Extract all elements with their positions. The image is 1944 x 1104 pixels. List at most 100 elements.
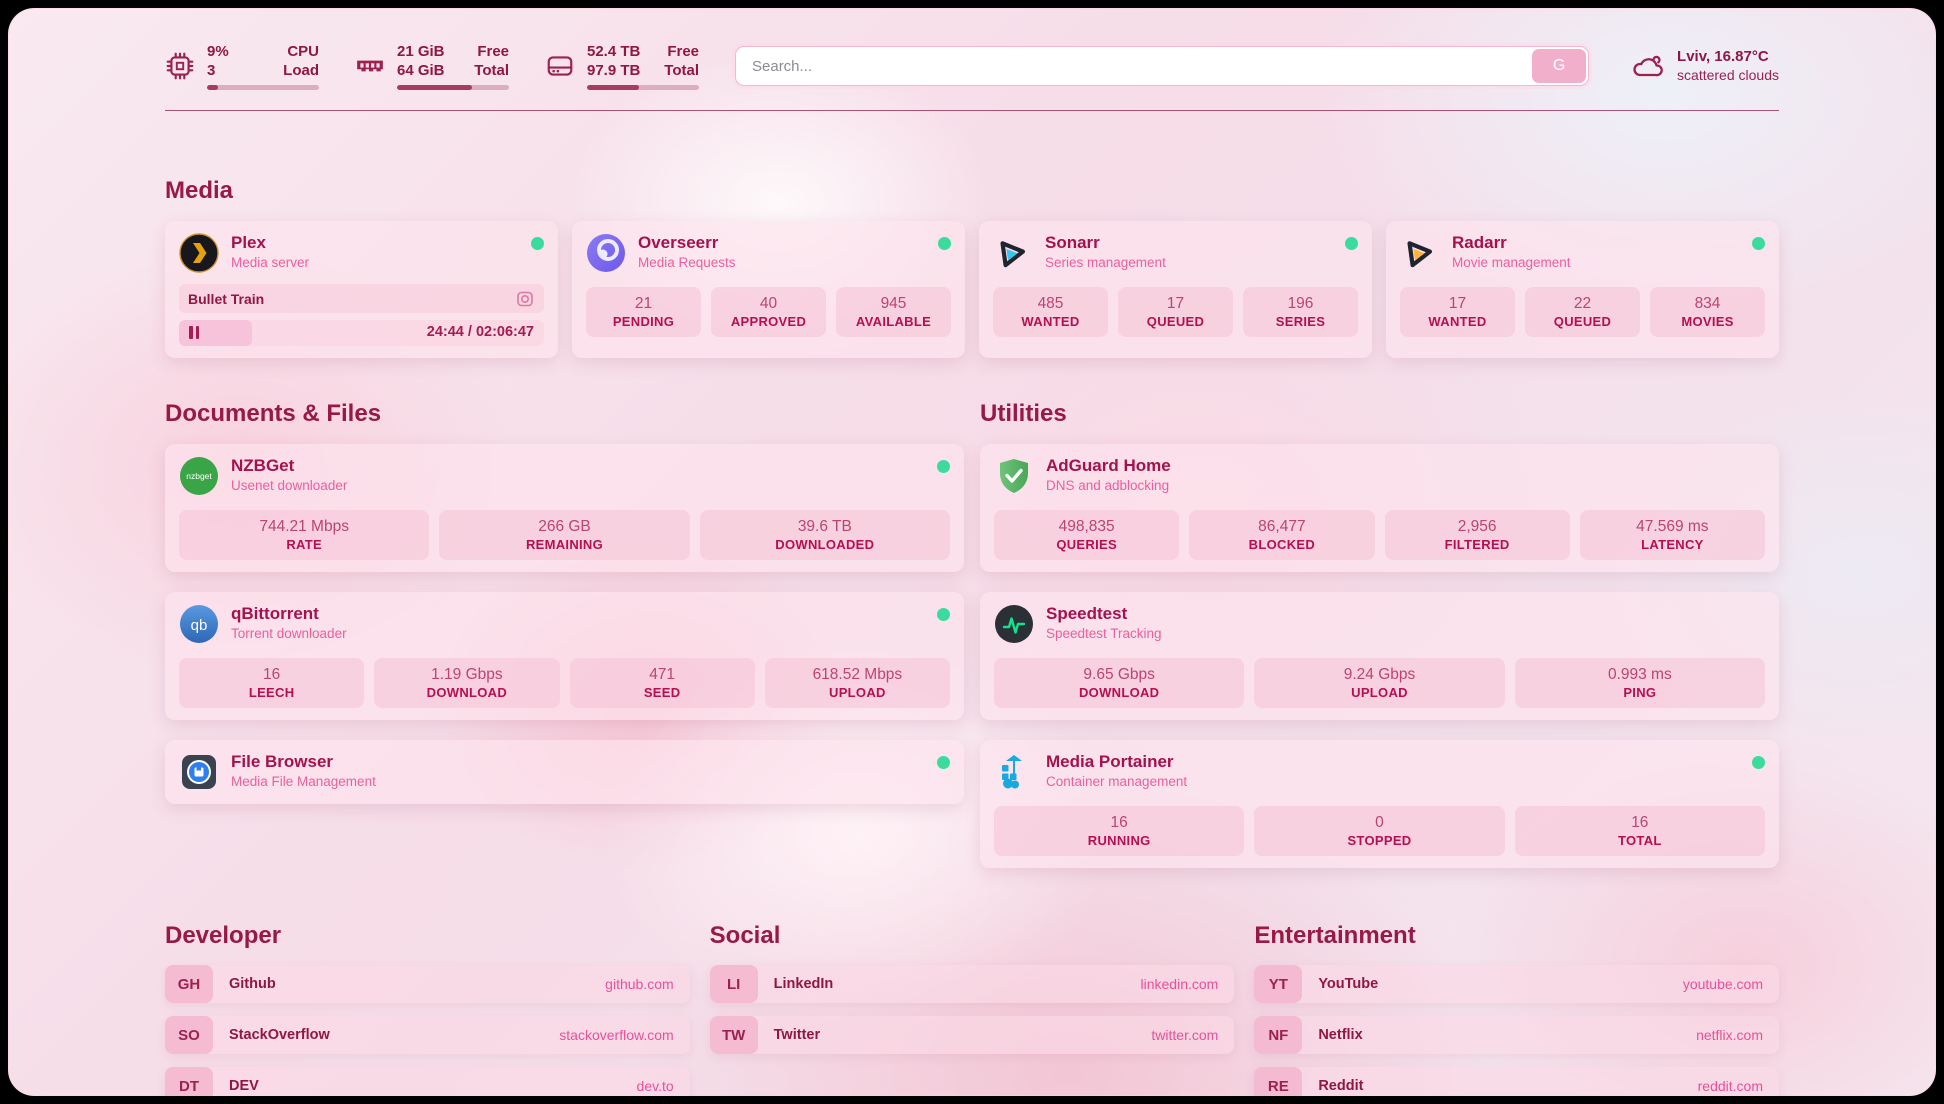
ram-value: 21 GiB: [397, 43, 445, 60]
social-column: Social LI LinkedIn linkedin.com TW Twitt…: [709, 922, 1235, 1096]
bookmark-dev[interactable]: DT DEV dev.to: [165, 1067, 690, 1096]
stat-seed: 471 SEED: [569, 658, 755, 708]
weather-location: Lviv, 16.87°C: [1677, 48, 1769, 65]
stat-blocked: 86,477 BLOCKED: [1189, 510, 1375, 560]
stat-pending: 21 PENDING: [586, 287, 701, 337]
app-name: Radarr: [1452, 233, 1507, 252]
pause-button[interactable]: [189, 326, 199, 339]
app-subtitle: Torrent downloader: [231, 626, 347, 641]
bookmark-name: YouTube: [1318, 976, 1379, 992]
app-card-radarr[interactable]: Radarr Movie management 17 WANTED 22 QUEUE…: [1386, 221, 1779, 358]
disk-label2: Total: [664, 62, 699, 79]
portainer-icon: [1002, 755, 1022, 789]
stat-download: 9.65 Gbps DOWNLOAD: [994, 658, 1245, 708]
stat-total: 16 TOTAL: [1514, 806, 1765, 856]
documents-column: Documents & Files nzbget NZBGet Usenet d…: [165, 400, 964, 868]
nzbget-icon: nzbget: [180, 457, 218, 495]
section-title-utilities: Utilities: [980, 400, 1067, 427]
bookmark-name: DEV: [229, 1078, 259, 1094]
bookmark-twitter[interactable]: TW Twitter twitter.com: [709, 1016, 1235, 1054]
playback-progress: 24:44 / 02:06:47: [179, 320, 544, 346]
bookmark-youtube[interactable]: YT YouTube youtube.com: [1254, 965, 1779, 1003]
app-card-qbittorrent[interactable]: qb qBittorrent Torrent downloader 16 LEEC…: [165, 592, 964, 720]
app-card-plex[interactable]: Plex Media server Bullet Train 24:44 / 0…: [165, 221, 558, 358]
cpu-icon: [166, 52, 194, 80]
stat-available: 945 AVAILABLE: [836, 287, 951, 337]
bookmark-url: netflix.com: [1696, 1027, 1763, 1043]
playback-time: 24:44 / 02:06:47: [426, 324, 534, 340]
section-title-social: Social: [709, 922, 781, 949]
entertainment-column: Entertainment YT YouTube youtube.com NF …: [1254, 922, 1779, 1096]
bookmark-netflix[interactable]: NF Netflix netflix.com: [1254, 1016, 1779, 1054]
app-card-portainer[interactable]: Media Portainer Container management 16 R…: [980, 740, 1779, 868]
now-playing-title: Bullet Train: [188, 290, 265, 307]
app-name: Media Portainer: [1046, 752, 1174, 771]
now-playing-row: Bullet Train: [179, 284, 544, 313]
status-dot: [531, 237, 544, 250]
cpu-metric: 9% CPU 3 Load: [165, 42, 319, 90]
cpu-value: 9%: [207, 43, 229, 60]
stat-wanted: 17 WANTED: [1400, 287, 1515, 337]
bookmark-url: linkedin.com: [1140, 976, 1219, 992]
app-card-nzbget[interactable]: nzbget NZBGet Usenet downloader 744.21 M…: [165, 444, 964, 572]
app-card-sonarr[interactable]: Sonarr Series management 485 WANTED 17 QUE…: [979, 221, 1372, 358]
app-name: File Browser: [231, 752, 334, 771]
disk-value: 52.4 TB: [587, 43, 641, 60]
system-metrics: 9% CPU 3 Load 21 GiB Free: [165, 42, 699, 90]
ram-label2: Total: [474, 62, 509, 79]
app-name: AdGuard Home: [1046, 456, 1171, 475]
app-name: NZBGet: [231, 456, 295, 475]
bookmark-url: youtube.com: [1682, 976, 1763, 992]
app-card-speedtest[interactable]: Speedtest Speedtest Tracking 9.65 Gbps DO…: [980, 592, 1779, 720]
app-card-overseerr[interactable]: Overseerr Media Requests 21 PENDING 40 APP…: [572, 221, 965, 358]
bookmark-name: Reddit: [1318, 1078, 1364, 1094]
video-icon: [517, 291, 533, 306]
bookmark-name: StackOverflow: [229, 1027, 330, 1043]
stat-running: 16 RUNNING: [994, 806, 1245, 856]
adguard-icon: [1000, 459, 1028, 493]
header-divider: [165, 110, 1779, 111]
cpu-label: CPU: [287, 43, 319, 60]
disk-value2: 97.9 TB: [587, 62, 641, 79]
search-bar: G: [735, 46, 1590, 86]
bookmark-abbr: DT: [165, 1067, 213, 1096]
top-bar: 9% CPU 3 Load 21 GiB Free: [165, 8, 1779, 90]
utilities-column: Utilities AdGuard Home: [980, 400, 1779, 868]
plex-icon: [179, 233, 219, 273]
stat-series: 196 SERIES: [1243, 287, 1358, 337]
radarr-icon: [1407, 241, 1433, 268]
app-subtitle: Media Requests: [638, 255, 736, 270]
disk-label: Free: [667, 43, 699, 60]
stat-queued: 17 QUEUED: [1118, 287, 1233, 337]
section-title-developer: Developer: [165, 922, 282, 949]
stat-queued: 22 QUEUED: [1525, 287, 1640, 337]
app-subtitle: Movie management: [1452, 255, 1571, 270]
stat-wanted: 485 WANTED: [993, 287, 1108, 337]
weather-condition: scattered clouds: [1677, 67, 1779, 83]
bookmark-url: dev.to: [636, 1078, 674, 1094]
disk-progressbar: [587, 85, 699, 90]
bookmark-linkedin[interactable]: LI LinkedIn linkedin.com: [709, 965, 1235, 1003]
stat-upload: 618.52 Mbps UPLOAD: [764, 658, 950, 708]
ram-metric: 21 GiB Free 64 GiB Total: [355, 42, 509, 90]
stat-filtered: 2,956 FILTERED: [1384, 510, 1570, 560]
bookmark-abbr: LI: [709, 965, 758, 1003]
bookmark-name: Github: [229, 976, 276, 992]
bookmark-stackoverflow[interactable]: SO StackOverflow stackoverflow.com: [165, 1016, 690, 1054]
section-title-entertainment: Entertainment: [1254, 922, 1416, 949]
status-dot: [1752, 756, 1765, 769]
bookmark-abbr: NF: [1254, 1016, 1303, 1054]
search-input[interactable]: [735, 46, 1590, 86]
section-title-documents: Documents & Files: [165, 400, 382, 427]
app-name: Sonarr: [1045, 233, 1100, 252]
app-subtitle: Media server: [231, 255, 310, 270]
app-card-filebrowser[interactable]: File Browser Media File Management: [165, 740, 964, 804]
bookmark-abbr: TW: [709, 1016, 758, 1054]
app-subtitle: Container management: [1046, 774, 1188, 789]
bookmark-abbr: GH: [165, 965, 213, 1003]
app-card-adguard[interactable]: AdGuard Home DNS and adblocking 498,835 Q…: [980, 444, 1779, 572]
bookmark-reddit[interactable]: RE Reddit reddit.com: [1254, 1067, 1779, 1096]
search-engine-button[interactable]: G: [1532, 49, 1587, 83]
bookmark-github[interactable]: GH Github github.com: [165, 965, 690, 1003]
overseerr-icon: [587, 234, 625, 272]
